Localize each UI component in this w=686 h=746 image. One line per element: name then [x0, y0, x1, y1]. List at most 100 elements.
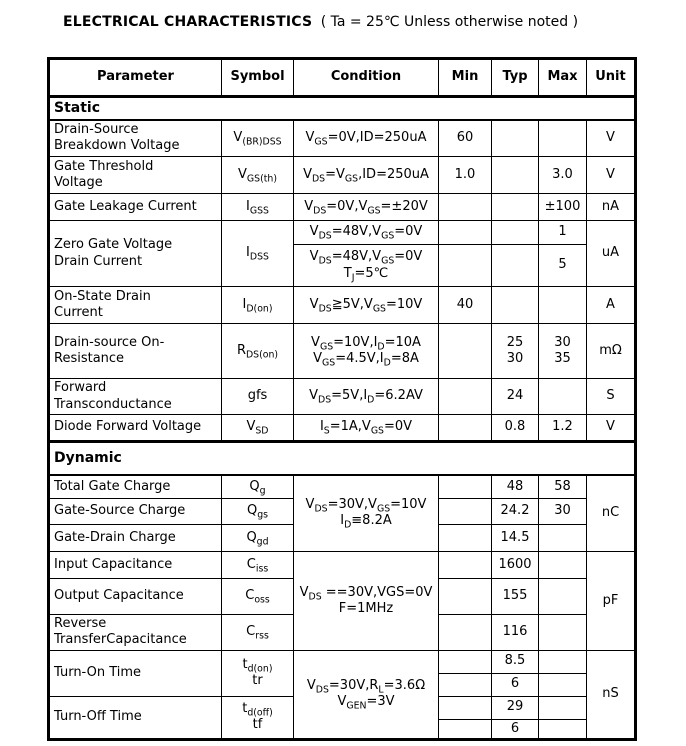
- cell-unit: nS: [586, 649, 636, 740]
- cell-min: [438, 551, 492, 579]
- cell-unit: S: [586, 378, 636, 415]
- cell-min: [438, 193, 492, 221]
- row-reverse-transfer-capacitance: Reverse TransferCapacitance Crss 116: [48, 614, 636, 651]
- cell-parameter: On-State Drain Current: [48, 286, 222, 324]
- cell-max: 1: [538, 220, 587, 245]
- row-turn-on-time-1: Turn-On Time td(on) tr VDS=30V,RL=3.6Ω VGE…: [48, 649, 636, 740]
- cell-parameter: Turn-On Time: [48, 649, 222, 697]
- cell-typ: 6: [491, 672, 539, 697]
- cell-min: [438, 244, 492, 287]
- cell-max: 30 35: [538, 323, 587, 379]
- cell-typ: 6: [491, 718, 539, 740]
- cell-unit: mΩ: [586, 323, 636, 379]
- cell-typ: 155: [491, 578, 539, 615]
- cell-unit: A: [586, 286, 636, 324]
- row-input-capacitance: Input Capacitance Ciss VDS ==30V,VGS=0V F…: [48, 551, 636, 651]
- cell-typ: 14.5: [491, 524, 539, 552]
- row-gate-drain-charge: Gate-Drain Charge Qgd 14.5: [48, 524, 636, 552]
- row-zero-gate-2: VDS=48V,VGS=0V TJ=5℃ 5: [49, 244, 636, 287]
- cell-max: [538, 524, 587, 552]
- header-row: Parameter Symbol Condition Min Typ Max U…: [48, 58, 636, 98]
- cell-max: [538, 614, 587, 651]
- cell-symbol: Coss: [221, 578, 294, 615]
- cell-max: [538, 378, 587, 415]
- cell-typ: [491, 220, 539, 245]
- cell-typ: 29: [491, 695, 539, 720]
- cell-typ: 1600: [491, 551, 539, 579]
- cell-max: [538, 286, 587, 324]
- cell-symbol: Qg: [221, 474, 294, 499]
- cell-symbol: IGSS: [221, 193, 294, 221]
- cell-symbol: V(BR)DSS: [221, 119, 294, 157]
- cell-condition: VDS=30V,RL=3.6Ω VGEN=3V: [293, 649, 439, 740]
- section-row-dynamic: Dynamic: [48, 440, 636, 476]
- cell-symbol: RDS(on): [221, 323, 294, 379]
- row-transconductance: Forward Transconductance gfs VDS=5V,ID=6.…: [48, 378, 636, 415]
- cell-typ: 48: [491, 474, 539, 499]
- cell-parameter: Drain-source On- Resistance: [48, 323, 222, 379]
- cell-max: [538, 672, 587, 697]
- section-label-dynamic: Dynamic: [48, 440, 636, 476]
- row-output-capacitance: Output Capacitance Coss 155: [48, 578, 636, 615]
- row-turn-on-time-2: 6: [49, 672, 636, 697]
- cell-typ: 25 30: [491, 323, 539, 379]
- cell-min: 1.0: [438, 156, 492, 194]
- cell-typ: 8.5: [491, 649, 539, 674]
- cell-min: [438, 695, 492, 720]
- cell-max: [538, 578, 587, 615]
- cell-unit: nC: [586, 474, 636, 552]
- cell-typ: 0.8: [491, 414, 539, 442]
- cell-parameter: Input Capacitance: [48, 551, 222, 579]
- cell-min: [438, 672, 492, 697]
- cell-min: [438, 578, 492, 615]
- row-zero-gate-1: Zero Gate Voltage Drain Current IDSS VDS=…: [48, 220, 636, 287]
- cell-min: [438, 414, 492, 442]
- row-total-gate-charge: Total Gate Charge Qg VDS=30V,VGS=10V ID≡8…: [48, 474, 636, 552]
- cell-max: [538, 551, 587, 579]
- section-label-static: Static: [48, 95, 636, 121]
- cell-symbol: Qgs: [221, 498, 294, 525]
- cell-unit: V: [586, 414, 636, 442]
- cell-max: 58: [538, 474, 587, 499]
- cell-max: [538, 695, 587, 720]
- section-row-static: Static: [48, 95, 636, 121]
- row-gate-threshold: Gate Threshold Voltage VGS(th) VDS=VGS,ID…: [48, 156, 636, 194]
- cell-condition: VDS=VGS,ID=250uA: [293, 156, 439, 194]
- cell-min: [438, 649, 492, 674]
- cell-parameter: Zero Gate Voltage Drain Current: [48, 220, 222, 287]
- cell-symbol: IDSS: [221, 220, 294, 287]
- cell-min: [438, 378, 492, 415]
- cell-max: ±100: [538, 193, 587, 221]
- cell-max: 5: [538, 244, 587, 287]
- cell-min: [438, 524, 492, 552]
- cell-condition: VDS=5V,ID=6.2AV: [293, 378, 439, 415]
- cell-parameter: Turn-Off Time: [48, 695, 222, 740]
- cell-parameter: Gate-Source Charge: [48, 498, 222, 525]
- cell-symbol: VSD: [221, 414, 294, 442]
- cell-min: 40: [438, 286, 492, 324]
- cell-typ: 116: [491, 614, 539, 651]
- row-rds-on: Drain-source On- Resistance RDS(on) VGS=1…: [48, 323, 636, 379]
- cell-parameter: Gate Leakage Current: [48, 193, 222, 221]
- row-turn-off-time-2: 6: [49, 718, 636, 740]
- cell-min: 60: [438, 119, 492, 157]
- cell-parameter: Reverse TransferCapacitance: [48, 614, 222, 651]
- cell-max: [538, 119, 587, 157]
- cell-parameter: Total Gate Charge: [48, 474, 222, 499]
- title-main: ELECTRICAL CHARACTERISTICS: [63, 14, 313, 30]
- cell-unit: nA: [586, 193, 636, 221]
- row-breakdown-voltage: Drain-Source Breakdown Voltage V(BR)DSS V…: [48, 119, 636, 157]
- cell-min: [438, 323, 492, 379]
- cell-unit: V: [586, 119, 636, 157]
- row-turn-off-time-1: Turn-Off Time td(off) tf 29: [48, 695, 636, 740]
- cell-typ: [491, 119, 539, 157]
- cell-symbol: td(on) tr: [221, 649, 294, 697]
- col-header-max: Max: [538, 58, 587, 98]
- row-gate-source-charge: Gate-Source Charge Qgs 24.2 30: [48, 498, 636, 525]
- cell-typ: [491, 244, 539, 287]
- cell-condition: VGS=10V,ID=10A VGS=4.5V,ID=8A: [293, 323, 439, 379]
- col-header-symbol: Symbol: [221, 58, 294, 98]
- cell-symbol: Crss: [221, 614, 294, 651]
- cell-min: [438, 220, 492, 245]
- cell-condition: IS=1A,VGS=0V: [293, 414, 439, 442]
